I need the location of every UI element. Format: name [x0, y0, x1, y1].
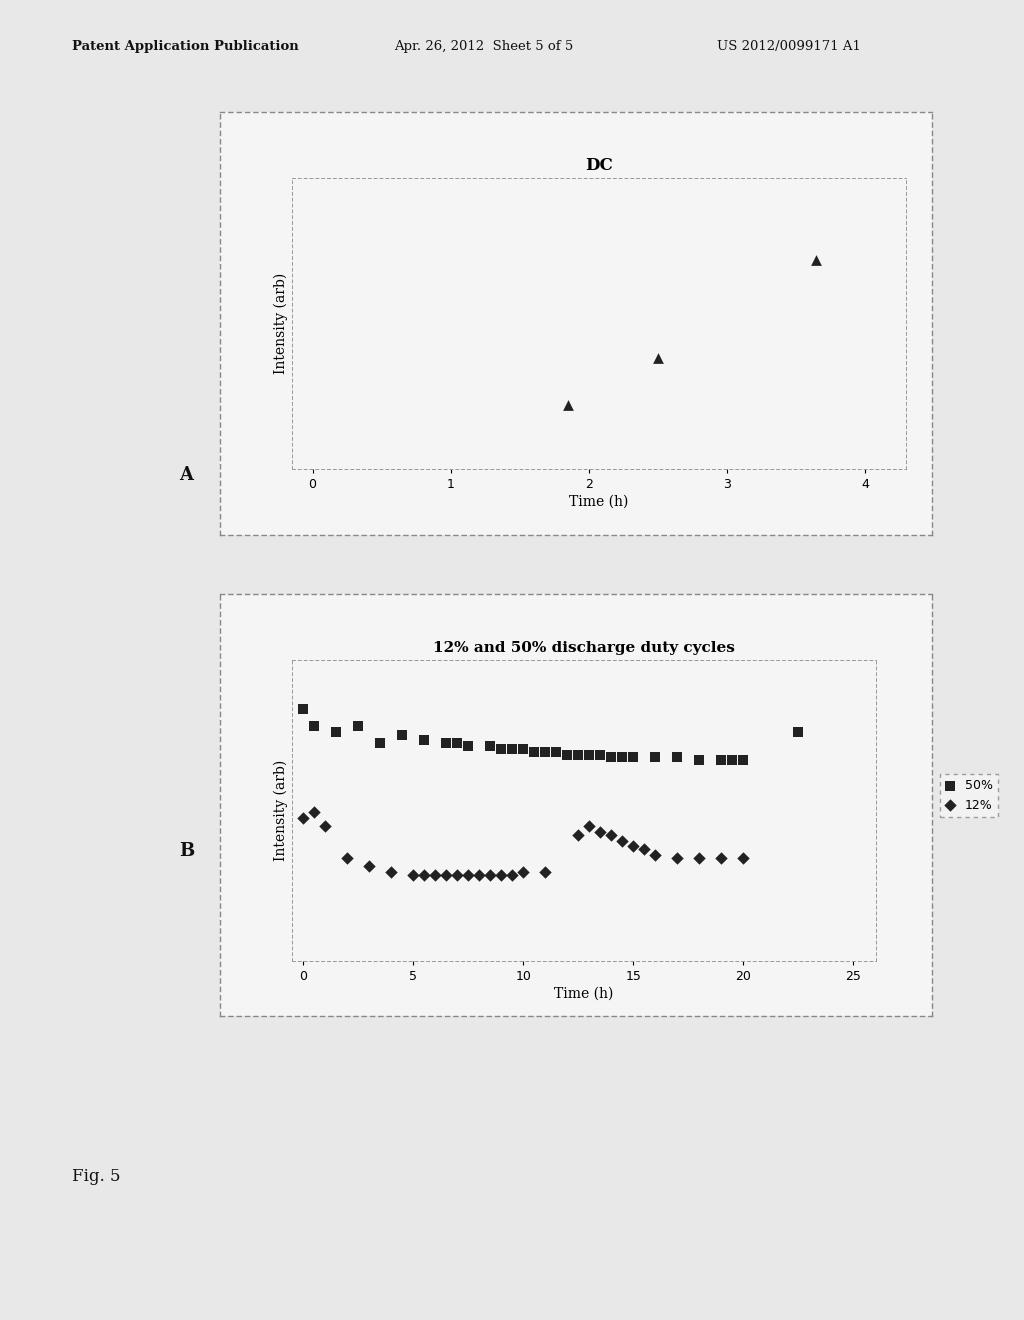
- Title: 12% and 50% discharge duty cycles: 12% and 50% discharge duty cycles: [433, 640, 734, 655]
- 12%: [515, 862, 531, 883]
- 12%: [471, 865, 487, 886]
- Text: Patent Application Publication: Patent Application Publication: [72, 40, 298, 53]
- 12%: [339, 847, 355, 869]
- 12%: [383, 862, 399, 883]
- 12%: [691, 847, 708, 869]
- 12%: [647, 845, 664, 866]
- 50%: [350, 715, 367, 737]
- 12%: [603, 824, 620, 845]
- 50%: [295, 698, 311, 719]
- Y-axis label: Intensity (arb): Intensity (arb): [273, 760, 288, 861]
- 50%: [526, 741, 543, 762]
- 12%: [537, 862, 553, 883]
- 50%: [713, 750, 729, 771]
- 12%: [636, 838, 652, 859]
- 50%: [449, 733, 465, 754]
- 50%: [394, 723, 411, 744]
- Text: A: A: [179, 466, 194, 484]
- X-axis label: Time (h): Time (h): [554, 987, 613, 1001]
- 50%: [493, 738, 509, 759]
- 12%: [482, 865, 499, 886]
- 50%: [691, 750, 708, 771]
- Text: B: B: [179, 842, 195, 861]
- 50%: [724, 750, 740, 771]
- Text: Fig. 5: Fig. 5: [72, 1168, 120, 1185]
- 50%: [791, 721, 807, 742]
- 50%: [559, 744, 575, 766]
- 12%: [460, 865, 476, 886]
- Y-axis label: Intensity (arb): Intensity (arb): [273, 273, 288, 374]
- 50%: [482, 735, 499, 756]
- 50%: [504, 738, 520, 759]
- 50%: [647, 747, 664, 768]
- 12%: [735, 847, 752, 869]
- 50%: [438, 733, 455, 754]
- 12%: [416, 865, 432, 886]
- 50%: [537, 741, 553, 762]
- 50%: [592, 744, 608, 766]
- 50%: [372, 733, 388, 754]
- 50%: [669, 747, 685, 768]
- 50%: [548, 741, 564, 762]
- 12%: [427, 865, 443, 886]
- 12%: [713, 847, 729, 869]
- 12%: [493, 865, 509, 886]
- Point: [808, 249, 824, 271]
- Point: [560, 395, 577, 416]
- 12%: [625, 836, 641, 857]
- Text: Apr. 26, 2012  Sheet 5 of 5: Apr. 26, 2012 Sheet 5 of 5: [394, 40, 573, 53]
- 50%: [515, 738, 531, 759]
- 12%: [360, 855, 377, 876]
- 50%: [328, 721, 344, 742]
- 12%: [592, 821, 608, 842]
- 12%: [316, 816, 333, 837]
- X-axis label: Time (h): Time (h): [569, 495, 629, 508]
- 12%: [404, 865, 421, 886]
- 12%: [449, 865, 465, 886]
- 50%: [625, 747, 641, 768]
- Point: [649, 347, 666, 368]
- 50%: [581, 744, 597, 766]
- Text: US 2012/0099171 A1: US 2012/0099171 A1: [717, 40, 861, 53]
- 50%: [416, 730, 432, 751]
- 12%: [504, 865, 520, 886]
- 50%: [460, 735, 476, 756]
- 12%: [306, 801, 323, 822]
- Title: DC: DC: [585, 157, 613, 174]
- 50%: [614, 747, 631, 768]
- 50%: [570, 744, 587, 766]
- 12%: [614, 830, 631, 851]
- 12%: [570, 824, 587, 845]
- Legend: 50%, 12%: 50%, 12%: [940, 775, 997, 817]
- 12%: [438, 865, 455, 886]
- 12%: [295, 807, 311, 828]
- 50%: [735, 750, 752, 771]
- 50%: [603, 747, 620, 768]
- 12%: [669, 847, 685, 869]
- 12%: [581, 816, 597, 837]
- 50%: [306, 715, 323, 737]
